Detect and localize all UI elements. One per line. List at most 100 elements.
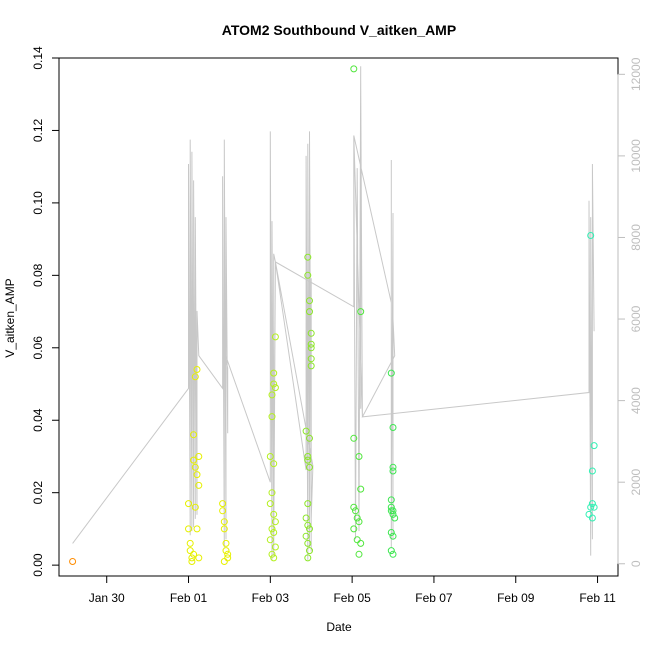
data-point (355, 453, 363, 460)
data-point (188, 558, 196, 565)
data-point (195, 481, 203, 489)
data-point (266, 536, 274, 544)
points-layer (69, 65, 598, 565)
x-tick-label: Feb 07 (415, 591, 453, 605)
data-point (350, 434, 358, 442)
data-point (357, 308, 365, 316)
data-point (307, 340, 315, 348)
data-point (190, 550, 198, 558)
data-point (190, 456, 198, 464)
data-point (185, 500, 192, 508)
x-tick-label: Feb 11 (579, 591, 616, 605)
data-point (307, 329, 315, 337)
y-axis-label: V_aitken_AMP (3, 278, 17, 357)
y-tick-label: 0.12 (31, 118, 45, 142)
data-point (186, 547, 194, 555)
data-point (220, 558, 228, 565)
data-point (387, 547, 395, 555)
data-point (389, 550, 397, 558)
data-point (302, 427, 310, 435)
data-point (193, 525, 201, 533)
data-point (387, 529, 395, 536)
data-point (304, 521, 312, 529)
data-point (191, 503, 199, 511)
y-tick-label: 0.14 (31, 46, 45, 70)
data-point (220, 525, 228, 533)
data-point (270, 460, 278, 468)
data-point (306, 297, 313, 305)
data-point (355, 518, 363, 526)
data-point (219, 507, 227, 515)
data-point (306, 434, 313, 442)
x-tick-label: Feb 05 (333, 591, 371, 605)
data-point (387, 503, 395, 511)
data-point (268, 413, 276, 421)
data-point (355, 550, 363, 558)
data-point (587, 232, 595, 239)
data-point (191, 373, 199, 381)
data-point (387, 496, 395, 504)
data-point (268, 525, 276, 533)
data-point (350, 65, 358, 73)
y2-tick-label: 2000 (629, 469, 643, 496)
data-point (302, 532, 310, 540)
data-point (271, 333, 279, 341)
data-point (588, 514, 596, 522)
y-tick-label: 0.08 (31, 263, 45, 287)
data-point (185, 525, 192, 533)
y-tick-label: 0.04 (31, 408, 45, 432)
data-point (590, 442, 598, 450)
data-point (270, 554, 278, 562)
data-point (193, 366, 201, 373)
data-point (307, 362, 315, 370)
x-tick-label: Feb 03 (252, 591, 290, 605)
data-point (69, 558, 77, 565)
data-point (304, 456, 312, 464)
data-point (588, 500, 596, 508)
data-point (270, 380, 278, 388)
data-point (304, 271, 312, 279)
data-point (304, 453, 312, 460)
data-point (590, 503, 598, 511)
data-point (224, 554, 232, 562)
data-point (220, 518, 228, 526)
x-axis: Jan 30 Feb 01 Feb 03 Feb 05 Feb 07 Feb 09 Feb … (89, 575, 616, 605)
y-tick-label: 0.00 (31, 553, 45, 577)
data-point (389, 532, 397, 540)
data-point (302, 514, 310, 522)
data-point (389, 463, 397, 471)
x-tick-label: Feb 09 (497, 591, 535, 605)
y-tick-label: 0.10 (31, 191, 45, 215)
data-point (224, 550, 232, 558)
data-point (190, 431, 198, 439)
x-tick-label: Feb 01 (170, 591, 208, 605)
data-point (193, 471, 201, 479)
data-point (389, 507, 397, 515)
line-layer (72, 66, 595, 560)
data-point (357, 539, 365, 547)
data-point (306, 525, 313, 533)
data-point (195, 554, 203, 562)
data-point (191, 463, 199, 471)
data-point (222, 539, 230, 547)
y2-tick-label: 10000 (629, 139, 643, 173)
x-tick-label: Jan 30 (89, 591, 125, 605)
data-point (270, 369, 278, 377)
data-point (306, 463, 313, 471)
data-point (222, 547, 230, 555)
data-point (389, 424, 397, 431)
x-axis-label: Date (326, 620, 352, 634)
data-point (219, 500, 227, 508)
data-point (357, 485, 365, 493)
data-point (352, 507, 359, 515)
data-point (588, 467, 596, 475)
y2-axis: 0 2000 4000 6000 8000 10000 12000 (617, 57, 643, 567)
data-point (186, 539, 194, 547)
data-point (389, 467, 397, 475)
y2-tick-label: 6000 (629, 305, 643, 332)
y2-tick-label: 12000 (629, 57, 643, 91)
data-point (307, 344, 315, 352)
data-point (268, 391, 276, 399)
plot-frame (58, 57, 619, 577)
